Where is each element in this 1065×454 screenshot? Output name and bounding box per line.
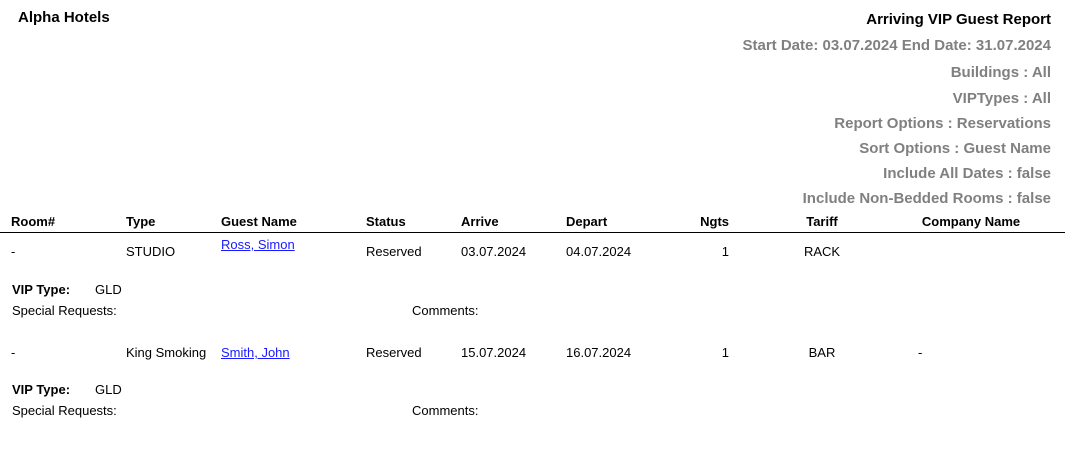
depart-date: 04.07.2024 bbox=[566, 244, 632, 259]
depart-date: 16.07.2024 bbox=[566, 345, 632, 360]
col-type: Type bbox=[126, 214, 156, 229]
tariff: RACK bbox=[803, 244, 841, 259]
room-type: STUDIO bbox=[126, 244, 176, 259]
tariff: BAR bbox=[808, 345, 836, 360]
col-depart: Depart bbox=[566, 214, 608, 229]
param-report-options: Report Options : Reservations bbox=[834, 115, 1051, 132]
col-room: Room# bbox=[11, 214, 56, 229]
report-title: Arriving VIP Guest Report bbox=[866, 11, 1051, 28]
param-dates: Start Date: 03.07.2024 End Date: 31.07.2… bbox=[742, 37, 1051, 54]
arrive-date: 15.07.2024 bbox=[461, 345, 527, 360]
param-include-all-dates: Include All Dates : false bbox=[883, 165, 1051, 182]
header-rule bbox=[0, 232, 1065, 233]
vip-type-value: GLD bbox=[95, 282, 122, 297]
col-guest-name: Guest Name bbox=[221, 214, 297, 229]
param-viptypes: VIPTypes : All bbox=[952, 90, 1051, 107]
nights: 1 bbox=[721, 345, 729, 360]
col-nights: Ngts bbox=[700, 214, 729, 229]
vip-type-label: VIP Type: bbox=[12, 282, 71, 297]
guest-name-link[interactable]: Ross, Simon bbox=[221, 237, 295, 252]
room-type: King Smoking bbox=[126, 345, 207, 360]
company-name: - bbox=[918, 345, 923, 360]
col-arrive: Arrive bbox=[461, 214, 499, 229]
vip-type-value: GLD bbox=[95, 382, 122, 397]
col-tariff: Tariff bbox=[806, 214, 838, 229]
vip-type-label: VIP Type: bbox=[12, 382, 71, 397]
col-company: Company Name bbox=[921, 214, 1021, 229]
param-sort-options: Sort Options : Guest Name bbox=[859, 140, 1051, 157]
hotel-name: Alpha Hotels bbox=[18, 9, 110, 26]
comments-label: Comments: bbox=[412, 403, 479, 418]
special-requests-label: Special Requests: bbox=[12, 403, 117, 418]
arrive-date: 03.07.2024 bbox=[461, 244, 527, 259]
nights: 1 bbox=[721, 244, 729, 259]
status: Reserved bbox=[366, 345, 422, 360]
guest-name-link[interactable]: Smith, John bbox=[221, 345, 290, 360]
status: Reserved bbox=[366, 244, 422, 259]
param-include-non-bedded: Include Non-Bedded Rooms : false bbox=[802, 190, 1051, 207]
comments-label: Comments: bbox=[412, 303, 479, 318]
room-number: - bbox=[11, 244, 16, 259]
room-number: - bbox=[11, 345, 16, 360]
special-requests-label: Special Requests: bbox=[12, 303, 117, 318]
col-status: Status bbox=[366, 214, 406, 229]
param-buildings: Buildings : All bbox=[950, 64, 1051, 81]
